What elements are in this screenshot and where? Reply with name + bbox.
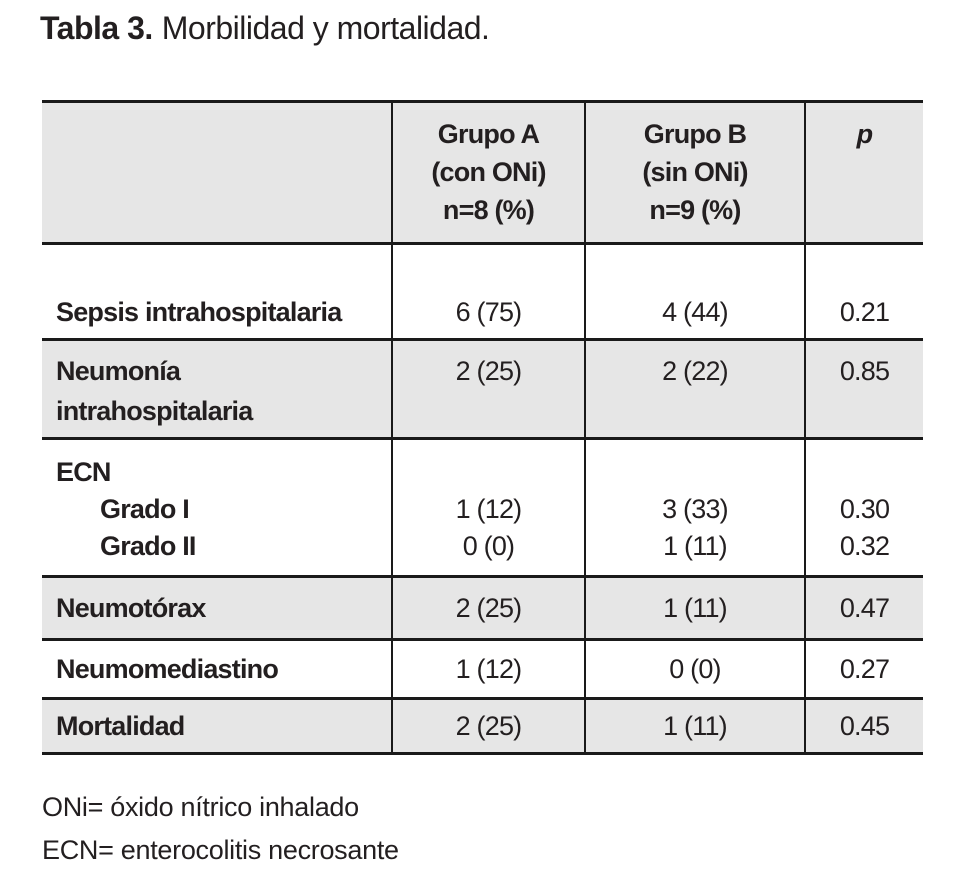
morbidity-mortality-table: Grupo A (con ONi) n=8 (%) Grupo B (sin O… — [42, 100, 923, 755]
value-grupo-a: 1 (12) — [391, 639, 585, 699]
table-title: Tabla 3. Morbilidad y mortalidad. — [40, 10, 490, 47]
column-header-empty — [42, 102, 392, 244]
row-label-group: ECN Grado I Grado II — [42, 439, 392, 577]
header-row: Grupo A (con ONi) n=8 (%) Grupo B (sin O… — [42, 101, 923, 244]
table-row-neumotorax: Neumotórax 2 (25) 1 (11) 0.47 — [42, 576, 923, 640]
row-label: Neumomediastino — [56, 653, 279, 684]
row-label: Sepsis intrahospitalaria — [56, 297, 342, 327]
value-grupo-a: 1 (12) 0 (0) — [391, 438, 585, 577]
value-p: 0.45 — [804, 698, 923, 754]
value-p: 0.30 0.32 — [804, 438, 923, 577]
value-grupo-b: 3 (33) 1 (11) — [584, 438, 805, 577]
footnote-ecn: ECN= enterocolitis necrosante — [42, 835, 399, 865]
value-grupo-b: 0 (0) — [584, 639, 805, 699]
table-title-number: Tabla 3. — [40, 10, 153, 46]
table-row-neumomediastino: Neumomediastino 1 (12) 0 (0) 0.27 — [42, 639, 923, 699]
value-grupo-b: 1 (11) — [584, 576, 805, 640]
row-sublabel-grado-1: Grado I — [100, 494, 190, 524]
value-p: 0.85 — [804, 339, 923, 439]
value-grupo-b: 1 (11) — [584, 698, 805, 754]
value-grupo-a: 2 (25) — [391, 339, 585, 439]
table-row-ecn: ECN Grado I Grado II 1 (12) 0 (0) 3 (33)… — [42, 438, 923, 577]
row-sublabel-grado-2: Grado II — [100, 531, 196, 561]
value-grupo-b: 4 (44) — [584, 243, 805, 340]
table-row-sepsis: Sepsis intrahospitalaria 6 (75) 4 (44) 0… — [42, 243, 923, 340]
table-title-text: Morbilidad y mortalidad. — [161, 10, 490, 46]
column-header-grupo-b: Grupo B (sin ONi) n=9 (%) — [584, 101, 805, 244]
footnotes: ONi= óxido nítrico inhalado ECN= enteroc… — [42, 786, 399, 872]
value-grupo-a: 2 (25) — [391, 698, 585, 754]
row-label: Neumonía intrahospitalaria — [56, 356, 253, 426]
table-row-neumonia: Neumonía intrahospitalaria 2 (25) 2 (22)… — [42, 339, 923, 439]
value-p: 0.47 — [804, 576, 923, 640]
footnote-oni: ONi= óxido nítrico inhalado — [42, 792, 359, 822]
row-label: ECN — [56, 457, 111, 487]
column-header-p-value: p — [804, 101, 923, 244]
row-label: Neumotórax — [56, 592, 206, 623]
value-p: 0.27 — [804, 639, 923, 699]
value-p: 0.21 — [804, 243, 923, 340]
value-grupo-a: 6 (75) — [391, 243, 585, 340]
value-grupo-b: 2 (22) — [584, 339, 805, 439]
value-grupo-a: 2 (25) — [391, 576, 585, 640]
table-row-mortalidad: Mortalidad 2 (25) 1 (11) 0.45 — [42, 698, 923, 754]
column-header-grupo-a: Grupo A (con ONi) n=8 (%) — [391, 101, 585, 244]
row-label: Mortalidad — [56, 710, 185, 741]
